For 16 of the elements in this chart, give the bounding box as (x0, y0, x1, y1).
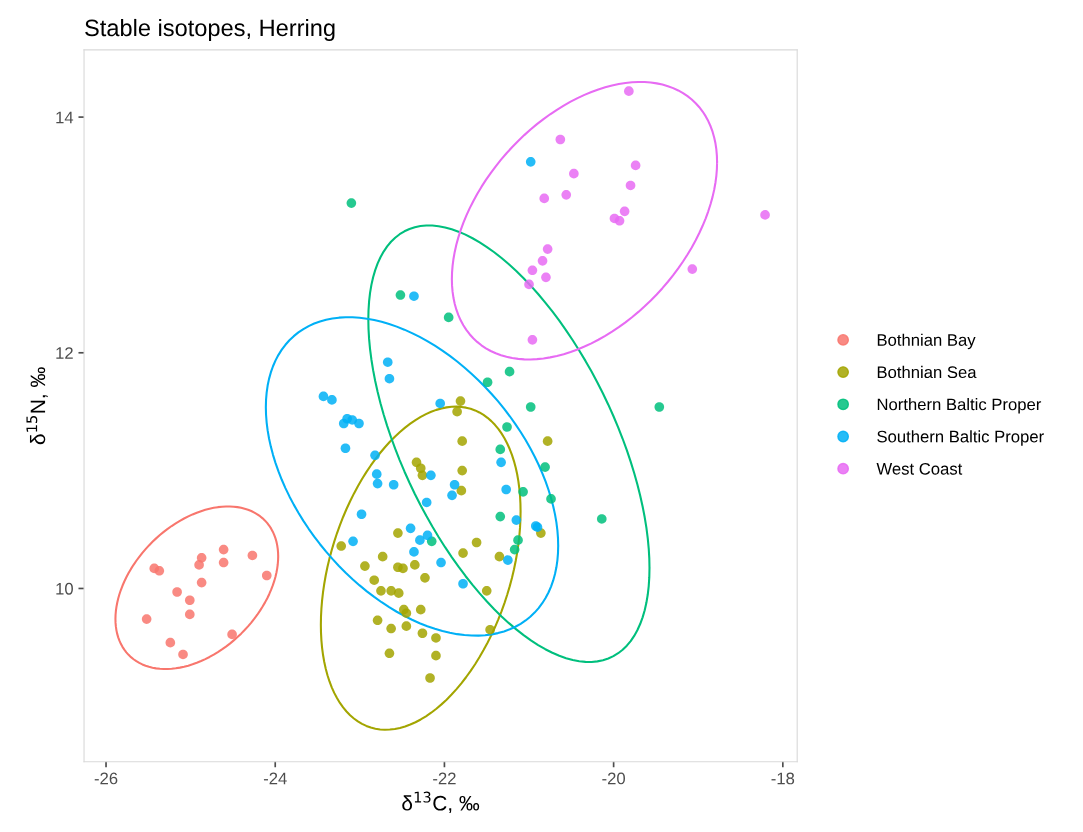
legend-label: Northern Baltic Proper (877, 398, 1042, 414)
x-tick-label: -24 (263, 772, 287, 785)
legend-label: Bothnian Bay (877, 333, 976, 350)
y-tick-label: 14 (56, 111, 74, 124)
legend-label: West Coast (876, 462, 963, 475)
y-axis-title: δ$^{15}$N, ‰ (26, 367, 48, 445)
y-tick-label: 10 (56, 582, 73, 595)
legend-label: Bothnian Sea (877, 365, 977, 379)
x-tick-label: -20 (602, 772, 626, 785)
legend-label: Southern Baltic Proper (877, 430, 1044, 446)
y-tick-label: 12 (56, 347, 73, 359)
chart-title: Stable isotopes, Herring (85, 18, 335, 41)
x-tick-label: -26 (94, 772, 118, 785)
x-tick-label: -22 (433, 772, 456, 785)
x-axis-title: δ$^{13}$C, ‰ (402, 791, 480, 814)
x-tick-label: -18 (771, 772, 795, 785)
